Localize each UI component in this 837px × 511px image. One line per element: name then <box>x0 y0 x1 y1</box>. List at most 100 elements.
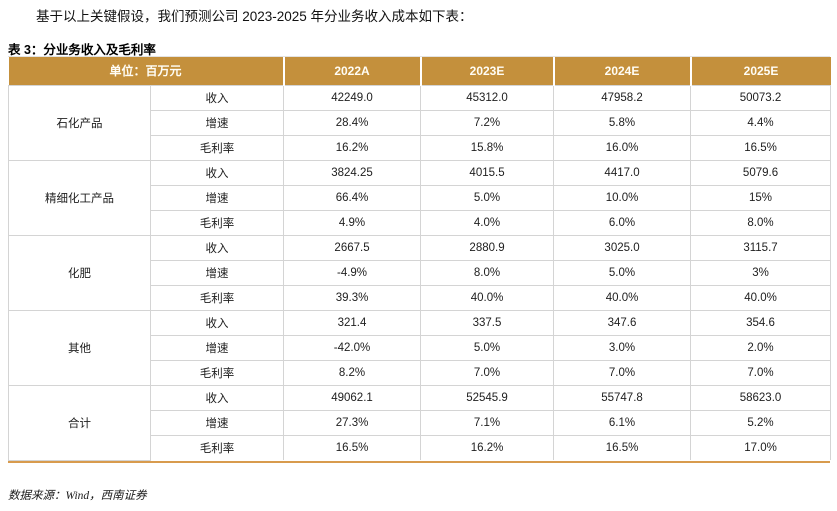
cell-value: 52545.9 <box>420 384 555 411</box>
cell-value: 15% <box>690 184 832 211</box>
table-row: 增速 66.4% 5.0% 10.0% 15% <box>9 184 832 211</box>
metric-label: 毛利率 <box>149 359 285 386</box>
table-header-row: 单位：百万元 2022A 2023E 2024E 2025E <box>8 57 831 85</box>
cell-value: 8.0% <box>690 209 832 236</box>
cell-value: 16.0% <box>553 134 692 161</box>
cell-value: 3.0% <box>553 334 692 361</box>
cell-value: 3115.7 <box>690 234 832 261</box>
cell-value: 5.8% <box>553 109 692 136</box>
cell-value: 8.2% <box>283 359 422 386</box>
cell-value: 337.5 <box>420 309 555 336</box>
year-header-2025e: 2025E <box>689 57 831 85</box>
cell-value: 45312.0 <box>420 84 555 111</box>
cell-value: 4.4% <box>690 109 832 136</box>
table-row: 化肥 收入 2667.5 2880.9 3025.0 3115.7 <box>8 234 832 311</box>
cell-value: 16.5% <box>690 134 832 161</box>
metric-label: 收入 <box>149 384 285 411</box>
year-header-2023e: 2023E <box>419 57 554 85</box>
cell-value: 39.3% <box>283 284 422 311</box>
metric-label: 收入 <box>149 309 285 336</box>
cell-value: 50073.2 <box>690 84 832 111</box>
cell-value: 7.1% <box>420 409 555 436</box>
cell-value: 40.0% <box>420 284 555 311</box>
cell-value: 5.0% <box>420 334 555 361</box>
cell-value: 16.2% <box>283 134 422 161</box>
cell-value: 2880.9 <box>420 234 555 261</box>
cell-value: 321.4 <box>283 309 422 336</box>
metric-label: 毛利率 <box>149 434 285 460</box>
cell-value: 3% <box>690 259 832 286</box>
group-name-cell: 精细化工产品 <box>8 159 151 236</box>
cell-value: 7.2% <box>420 109 555 136</box>
metric-label: 毛利率 <box>149 284 285 311</box>
metric-label: 增速 <box>149 184 285 211</box>
segment-forecast-table: 单位：百万元 2022A 2023E 2024E 2025E 石化产品 收入 4… <box>8 56 832 463</box>
cell-value: 40.0% <box>553 284 692 311</box>
group-name-cell: 合计 <box>8 384 151 461</box>
cell-value: 3824.25 <box>283 159 422 186</box>
cell-value: -4.9% <box>283 259 422 286</box>
cell-value: 8.0% <box>420 259 555 286</box>
cell-value: 5.0% <box>420 184 555 211</box>
cell-value: 16.5% <box>283 434 422 460</box>
intro-paragraph: 基于以上关键假设，我们预测公司 2023-2025 年分业务收入成本如下表： <box>36 9 473 24</box>
cell-value: 16.5% <box>553 434 692 460</box>
cell-value: 347.6 <box>553 309 692 336</box>
table-row: 毛利率 8.2% 7.0% 7.0% 7.0% <box>9 359 832 386</box>
metric-label: 增速 <box>149 409 285 436</box>
cell-value: 17.0% <box>690 434 832 460</box>
table-row: 其他 收入 321.4 337.5 347.6 354.6 <box>8 309 832 386</box>
group-name-cell: 其他 <box>8 309 151 386</box>
cell-value: 7.0% <box>690 359 832 386</box>
cell-value: 7.0% <box>420 359 555 386</box>
metric-label: 毛利率 <box>149 209 285 236</box>
group-name-cell: 化肥 <box>8 234 151 311</box>
group-name-cell: 石化产品 <box>8 84 151 161</box>
cell-value: 58623.0 <box>690 384 832 411</box>
cell-value: 2.0% <box>690 334 832 361</box>
cell-value: 66.4% <box>283 184 422 211</box>
table-row: 石化产品 收入 42249.0 45312.0 47958.2 50073.2 <box>8 84 832 161</box>
metric-label: 毛利率 <box>149 134 285 161</box>
year-header-2022a: 2022A <box>282 57 421 85</box>
metric-label: 收入 <box>149 234 285 261</box>
metric-label: 收入 <box>149 84 285 111</box>
cell-value: 15.8% <box>420 134 555 161</box>
table-row: 合计 收入 49062.1 52545.9 55747.8 58623.0 <box>8 384 832 461</box>
data-source-note: 数据来源：Wind，西南证券 <box>8 490 147 502</box>
cell-value: 4015.5 <box>420 159 555 186</box>
cell-value: 7.0% <box>553 359 692 386</box>
cell-value: 5079.6 <box>690 159 832 186</box>
cell-value: 6.1% <box>553 409 692 436</box>
cell-value: 49062.1 <box>283 384 422 411</box>
cell-value: 4.0% <box>420 209 555 236</box>
cell-value: 16.2% <box>420 434 555 460</box>
table-row: 毛利率 4.9% 4.0% 6.0% 8.0% <box>9 209 832 236</box>
cell-value: 55747.8 <box>553 384 692 411</box>
cell-value: 5.2% <box>690 409 832 436</box>
table-row: 毛利率 39.3% 40.0% 40.0% 40.0% <box>9 284 832 311</box>
metric-label: 收入 <box>149 159 285 186</box>
metric-label: 增速 <box>149 259 285 286</box>
table-row: 增速 -42.0% 5.0% 3.0% 2.0% <box>9 334 832 361</box>
metric-label: 增速 <box>149 334 285 361</box>
cell-value: 4.9% <box>283 209 422 236</box>
table-row: 增速 -4.9% 8.0% 5.0% 3% <box>9 259 832 286</box>
cell-value: 4417.0 <box>553 159 692 186</box>
cell-value: 42249.0 <box>283 84 422 111</box>
cell-value: 27.3% <box>283 409 422 436</box>
table-row: 精细化工产品 收入 3824.25 4015.5 4417.0 5079.6 <box>8 159 832 236</box>
year-header-2024e: 2024E <box>552 57 691 85</box>
table-row: 增速 28.4% 7.2% 5.8% 4.4% <box>9 109 832 136</box>
cell-value: 40.0% <box>690 284 832 311</box>
cell-value: -42.0% <box>283 334 422 361</box>
cell-value: 47958.2 <box>553 84 692 111</box>
cell-value: 3025.0 <box>553 234 692 261</box>
cell-value: 5.0% <box>553 259 692 286</box>
cell-value: 354.6 <box>690 309 832 336</box>
cell-value: 2667.5 <box>283 234 422 261</box>
cell-value: 6.0% <box>553 209 692 236</box>
unit-header-cell: 单位：百万元 <box>8 57 284 85</box>
table-row: 毛利率 16.5% 16.2% 16.5% 17.0% <box>9 434 832 460</box>
cell-value: 28.4% <box>283 109 422 136</box>
